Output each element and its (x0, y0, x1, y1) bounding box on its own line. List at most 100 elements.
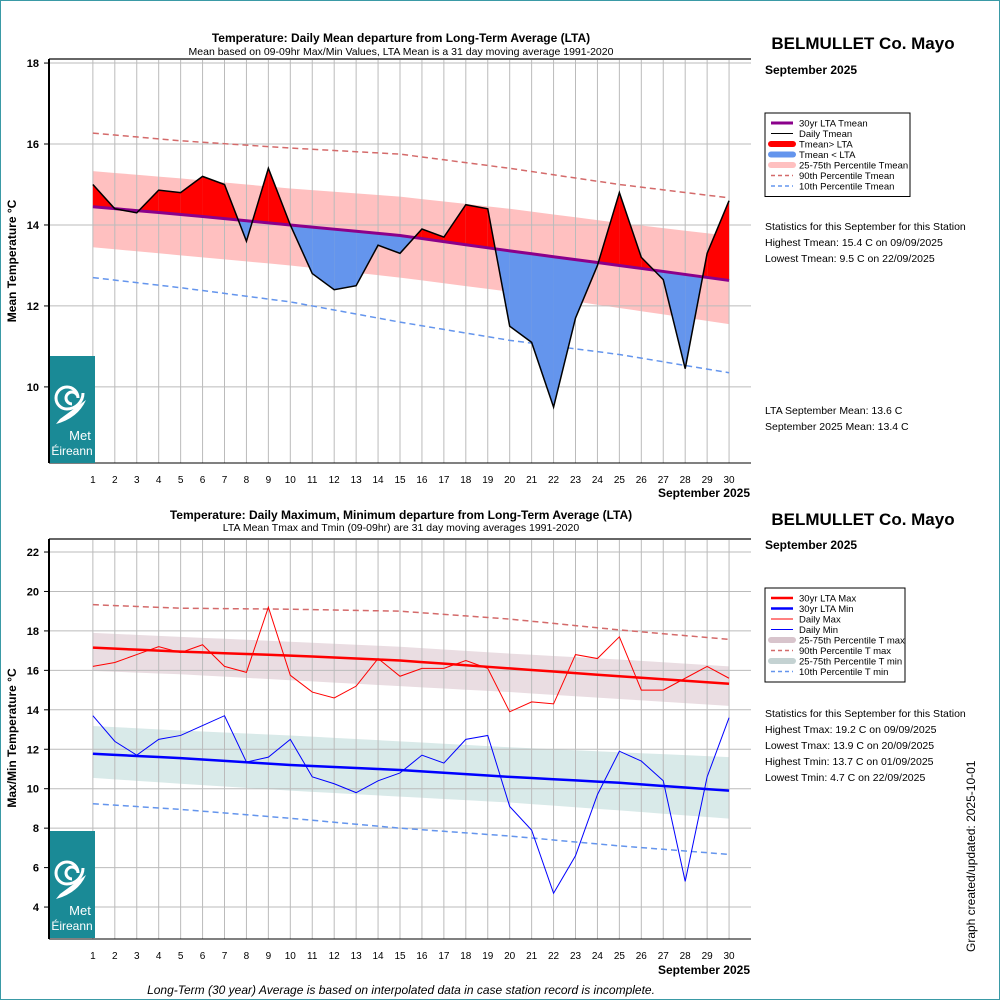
chart2-xtick-label: 21 (526, 951, 538, 962)
chart2-xtick-label: 14 (373, 951, 385, 962)
chart1-stats-header: Statistics for this September for this S… (765, 221, 966, 233)
chart1-ytick-label: 18 (27, 58, 39, 70)
chart1-stats: Statistics for this September for this S… (765, 221, 966, 433)
chart1-xtick-label: 15 (394, 475, 406, 486)
chart2-legend-box (764, 587, 906, 683)
chart1-below-lta-area (553, 256, 576, 408)
chart2-xtick-label: 5 (178, 951, 184, 962)
chart2-tmin-percentile-band (92, 725, 730, 819)
chart2-xlabel: September 2025 (658, 963, 750, 977)
chart2-stat-lowest-tmax: Lowest Tmax: 13.9 C on 20/09/2025 (765, 740, 934, 752)
chart1-logo-text-eireann: Éireann (51, 443, 92, 458)
chart1-xlabel: September 2025 (658, 486, 750, 500)
chart2-logo-swirl-icon (54, 860, 85, 886)
chart1-ytick-label: 16 (27, 139, 39, 151)
chart2-station: BELMULLET Co. Mayo (771, 510, 954, 529)
chart2-xtick-label: 10 (285, 951, 297, 962)
chart2-xtick-label: 2 (112, 951, 118, 962)
chart2-xtick-label: 27 (658, 951, 670, 962)
chart1-legend-label: Daily Tmean (799, 129, 852, 140)
chart1-xtick-label: 9 (266, 475, 272, 486)
chart2-logo-tail-icon (56, 875, 86, 899)
chart1-stat-highest: Highest Tmean: 15.4 C on 09/09/2025 (765, 237, 943, 249)
chart2-xtick-label: 11 (307, 951, 318, 962)
chart2-p90-tmax-line (92, 603, 730, 641)
chart1-above-lta-area (465, 204, 488, 248)
chart2-stat-highest-tmin: Highest Tmin: 13.7 C on 01/09/2025 (765, 756, 934, 768)
chart2-logo-text-eireann: Éireann (51, 918, 92, 933)
chart2-ytick-label: 10 (27, 784, 39, 796)
chart2-p10-tmin-line (92, 802, 730, 856)
chart1-xtick-label: 7 (222, 475, 228, 486)
chart1-below-lta-area (356, 231, 379, 286)
chart2-legend-label: 90th Percentile T max (799, 646, 891, 657)
chart1-xtick-label: 13 (351, 475, 363, 486)
chart1-legend-label: Tmean> LTA (799, 140, 853, 151)
chart2-stats-header: Statistics for this September for this S… (765, 708, 966, 720)
chart1-above-lta-area (202, 176, 225, 219)
chart1-xtick-label: 24 (592, 475, 604, 486)
chart1-xtick-label: 6 (200, 475, 206, 486)
chart1-xtick-label: 21 (526, 475, 538, 486)
chart2-xtick-label: 12 (329, 951, 341, 962)
chart2-lta-max-line (92, 646, 730, 686)
chart2-xtick-label: 29 (702, 951, 714, 962)
chart2-tmax-percentile-band (92, 632, 730, 706)
chart1-xtick-label: 30 (724, 475, 736, 486)
chart1-xtick-label: 11 (307, 475, 318, 486)
chart2-xtick-label: 30 (724, 951, 736, 962)
chart1-xtick-label: 10 (285, 475, 297, 486)
chart1-xtick-label: 23 (570, 475, 582, 486)
chart2-stats: Statistics for this September for this S… (765, 708, 966, 784)
chart1-xtick-label: 28 (680, 475, 692, 486)
chart1-above-lta-area (158, 190, 181, 215)
chart2-xtick-label: 17 (438, 951, 450, 962)
graph-updated-date: Graph created/updated: 2025-10-01 (964, 760, 978, 952)
chart2-xtick-label: 20 (504, 951, 516, 962)
chart1-below-lta-area (509, 250, 532, 343)
chart2-legend-label: 10th Percentile T min (799, 667, 888, 678)
chart2-xtick-label: 3 (134, 951, 140, 962)
chart2-lta-min-line (92, 752, 730, 792)
footer-note: Long-Term (30 year) Average is based on … (147, 983, 655, 997)
chart1-plot: 1 2 3 4 5 6 7 8 9 10 11 12 13 14 15 16 17 18 19 20 21 22 23 24 2… (27, 58, 751, 486)
chart2-legend-label: 30yr LTA Min (799, 604, 854, 615)
chart1-month: September 2025 (765, 63, 857, 77)
chart2-xtick-label: 9 (266, 951, 272, 962)
chart2-xtick-label: 4 (156, 951, 162, 962)
chart1-station: BELMULLET Co. Mayo (771, 34, 954, 53)
chart1-xtick-label: 25 (614, 475, 626, 486)
chart1-ytick-label: 12 (27, 301, 39, 313)
chart1-xtick-label: 2 (112, 475, 118, 486)
chart1-xtick-label: 18 (460, 475, 472, 486)
chart2-ytick-label: 16 (27, 665, 39, 677)
chart1-xtick-label: 26 (636, 475, 648, 486)
chart2-xtick-label: 6 (200, 951, 206, 962)
chart1-xtick-label: 22 (548, 475, 560, 486)
chart1-xtick-label: 27 (658, 475, 670, 486)
chart1-xtick-label: 17 (438, 475, 450, 486)
chart2-ytick-label: 12 (27, 744, 39, 756)
chart2-xtick-label: 7 (222, 951, 228, 962)
chart2-xtick-label: 19 (482, 951, 494, 962)
chart2-ytick-label: 8 (33, 823, 39, 835)
chart1-above-lta-area (180, 176, 203, 217)
chart2-daily-min-line (92, 715, 730, 895)
chart2-ylabel: Max/Min Temperature °C (5, 668, 19, 808)
chart1-xtick-label: 16 (416, 475, 428, 486)
chart1-legend-label: Tmean < LTA (799, 150, 856, 161)
chart1-xtick-label: 14 (373, 475, 385, 486)
chart1-lta-line (92, 205, 730, 282)
chart2-ytick-label: 14 (27, 705, 40, 717)
chart1-daily-mean-line (92, 165, 730, 410)
chart2-xtick-label: 18 (460, 951, 472, 962)
chart2-xtick-label: 8 (244, 951, 250, 962)
chart2-xtick-label: 26 (636, 951, 648, 962)
chart2-legend-label: Daily Min (799, 625, 838, 636)
chart2-ytick-label: 22 (27, 547, 39, 559)
chart1-xtick-label: 19 (482, 475, 494, 486)
chart1-xtick-label: 12 (329, 475, 341, 486)
